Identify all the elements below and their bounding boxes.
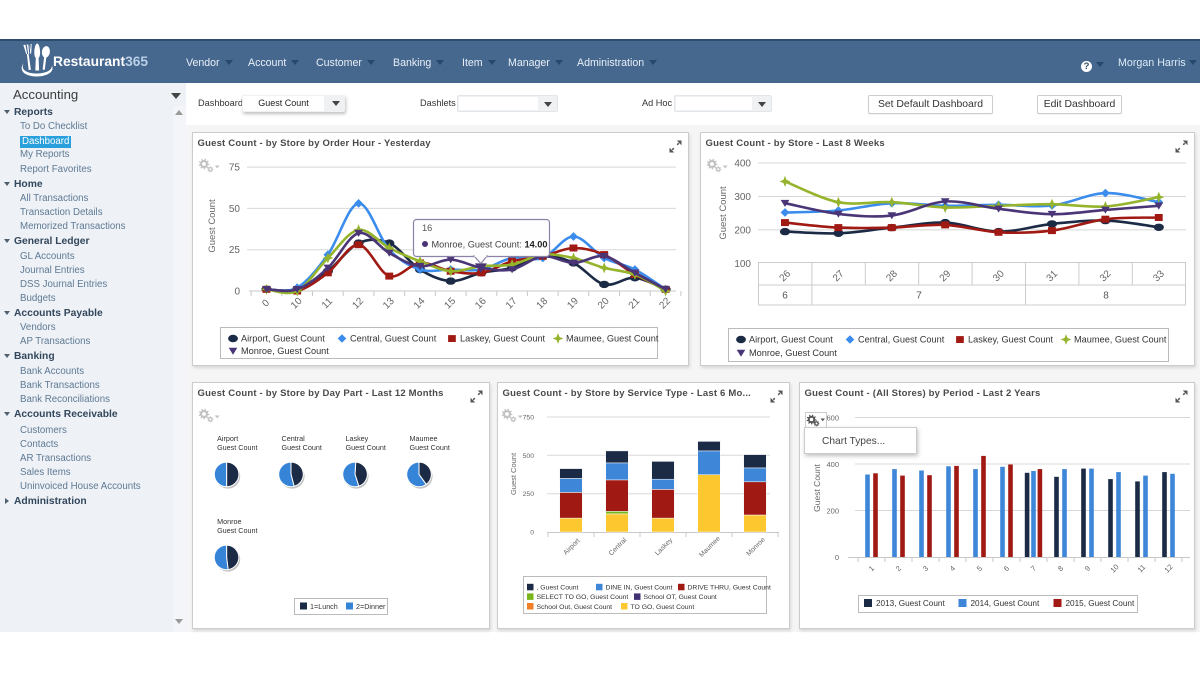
svg-text:28: 28 (884, 268, 900, 284)
svg-text:11: 11 (320, 296, 335, 311)
svg-text:11: 11 (1136, 563, 1148, 575)
svg-text:Maumee, Guest Count: Maumee, Guest Count (1074, 335, 1167, 345)
svg-text:33: 33 (1151, 268, 1167, 284)
svg-text:16: 16 (422, 223, 432, 233)
svg-text:17: 17 (504, 296, 520, 312)
svg-text:200: 200 (826, 506, 839, 515)
svg-text:50: 50 (229, 204, 241, 215)
svg-text:16: 16 (473, 296, 489, 312)
svg-text:School Out, Guest Count: School Out, Guest Count (537, 604, 613, 611)
svg-text:2014, Guest Count: 2014, Guest Count (971, 599, 1040, 608)
svg-text:600: 600 (826, 413, 839, 422)
svg-text:Monroe, Guest Count: 14.00: Monroe, Guest Count: 14.00 (432, 240, 548, 250)
svg-text:Maumee: Maumee (410, 434, 438, 443)
svg-text:Guest Count: Guest Count (217, 443, 257, 452)
svg-text:, Guest Count: , Guest Count (537, 585, 579, 592)
svg-text:Airport, Guest Count: Airport, Guest Count (749, 335, 833, 345)
svg-text:Central, Guest Count: Central, Guest Count (858, 335, 945, 345)
svg-text:7: 7 (1029, 564, 1038, 573)
svg-text:13: 13 (381, 296, 397, 312)
svg-text:Maumee: Maumee (698, 535, 722, 559)
svg-text:400: 400 (734, 159, 751, 170)
svg-text:10: 10 (289, 296, 305, 312)
svg-text:75: 75 (229, 163, 241, 174)
svg-text:400: 400 (826, 460, 839, 469)
svg-text:Central: Central (608, 536, 629, 557)
svg-text:2015, Guest Count: 2015, Guest Count (1066, 599, 1135, 608)
svg-text:30: 30 (991, 268, 1007, 284)
svg-text:22: 22 (657, 296, 673, 312)
svg-text:Guest Count: Guest Count (217, 526, 257, 535)
svg-text:6: 6 (1002, 564, 1011, 573)
svg-text:Monroe: Monroe (745, 536, 766, 557)
svg-text:Airport, Guest Count: Airport, Guest Count (241, 334, 325, 344)
svg-text:Airport: Airport (563, 537, 582, 556)
svg-text:Laskey, Guest Count: Laskey, Guest Count (968, 335, 1054, 345)
svg-text:Guest Count: Guest Count (509, 452, 518, 495)
svg-text:Central: Central (282, 434, 306, 443)
svg-text:Monroe: Monroe (217, 517, 241, 526)
svg-text:25: 25 (229, 245, 241, 256)
svg-text:2=Dinner: 2=Dinner (356, 602, 386, 611)
svg-text:School OT, Guest Count: School OT, Guest Count (644, 594, 717, 601)
svg-text:Maumee, Guest Count: Maumee, Guest Count (566, 334, 659, 344)
svg-text:3: 3 (921, 564, 930, 573)
svg-text:750: 750 (523, 415, 535, 422)
svg-text:Central, Guest Count: Central, Guest Count (350, 334, 437, 344)
svg-text:1=Lunch: 1=Lunch (310, 602, 338, 611)
svg-text:300: 300 (734, 192, 751, 203)
svg-text:Guest Count: Guest Count (346, 443, 386, 452)
svg-text:18: 18 (535, 296, 551, 312)
svg-text:200: 200 (734, 225, 751, 236)
svg-text:Guest Count: Guest Count (812, 464, 822, 512)
svg-text:21: 21 (627, 296, 643, 312)
svg-text:8: 8 (1103, 291, 1109, 302)
svg-text:7: 7 (916, 291, 922, 302)
svg-text:10: 10 (1108, 562, 1120, 574)
svg-text:29: 29 (938, 268, 954, 284)
svg-text:32: 32 (1098, 268, 1114, 284)
svg-text:19: 19 (565, 296, 581, 312)
svg-text:2013, Guest Count: 2013, Guest Count (876, 599, 945, 608)
svg-text:26: 26 (778, 268, 794, 284)
svg-text:15: 15 (443, 296, 459, 312)
svg-text:TO GO, Guest Count: TO GO, Guest Count (631, 604, 695, 611)
svg-text:100: 100 (734, 259, 751, 270)
svg-text:12: 12 (1162, 562, 1174, 574)
svg-text:Laskey: Laskey (654, 537, 675, 558)
svg-text:0: 0 (835, 553, 839, 562)
svg-text:DINE IN, Guest Count: DINE IN, Guest Count (606, 585, 673, 592)
svg-text:DRIVE THRU, Guest Count: DRIVE THRU, Guest Count (688, 585, 771, 592)
svg-text:8: 8 (1056, 564, 1065, 573)
svg-text:Guest Count: Guest Count (282, 443, 322, 452)
svg-text:20: 20 (596, 296, 612, 312)
svg-text:31: 31 (1045, 268, 1061, 284)
svg-text:14: 14 (412, 296, 428, 312)
svg-text:Airport: Airport (217, 434, 238, 443)
svg-text:Guest Count: Guest Count (718, 186, 729, 240)
svg-text:Laskey, Guest Count: Laskey, Guest Count (460, 334, 546, 344)
svg-text:4: 4 (948, 564, 957, 573)
svg-text:1: 1 (867, 564, 876, 573)
svg-text:Restaurant365: Restaurant365 (53, 54, 148, 69)
svg-text:Monroe, Guest Count: Monroe, Guest Count (749, 348, 837, 358)
svg-text:0: 0 (234, 287, 240, 298)
svg-text:6: 6 (782, 291, 788, 302)
svg-text:0: 0 (530, 530, 534, 537)
svg-text:5: 5 (975, 564, 984, 573)
svg-text:500: 500 (523, 453, 535, 460)
svg-text:Guest Count: Guest Count (410, 443, 450, 452)
svg-text:12: 12 (350, 296, 366, 312)
svg-text:0: 0 (260, 297, 272, 309)
svg-text:Laskey: Laskey (346, 434, 369, 443)
svg-text:Monroe, Guest Count: Monroe, Guest Count (241, 346, 329, 356)
svg-text:Chart Types...: Chart Types... (822, 436, 885, 447)
svg-text:27: 27 (831, 268, 847, 284)
svg-text:Guest Count: Guest Count (207, 199, 218, 253)
svg-text:250: 250 (523, 491, 535, 498)
svg-text:SELECT TO GO, Guest Count: SELECT TO GO, Guest Count (537, 594, 629, 601)
svg-text:2: 2 (894, 564, 903, 573)
svg-text:9: 9 (1083, 564, 1092, 573)
